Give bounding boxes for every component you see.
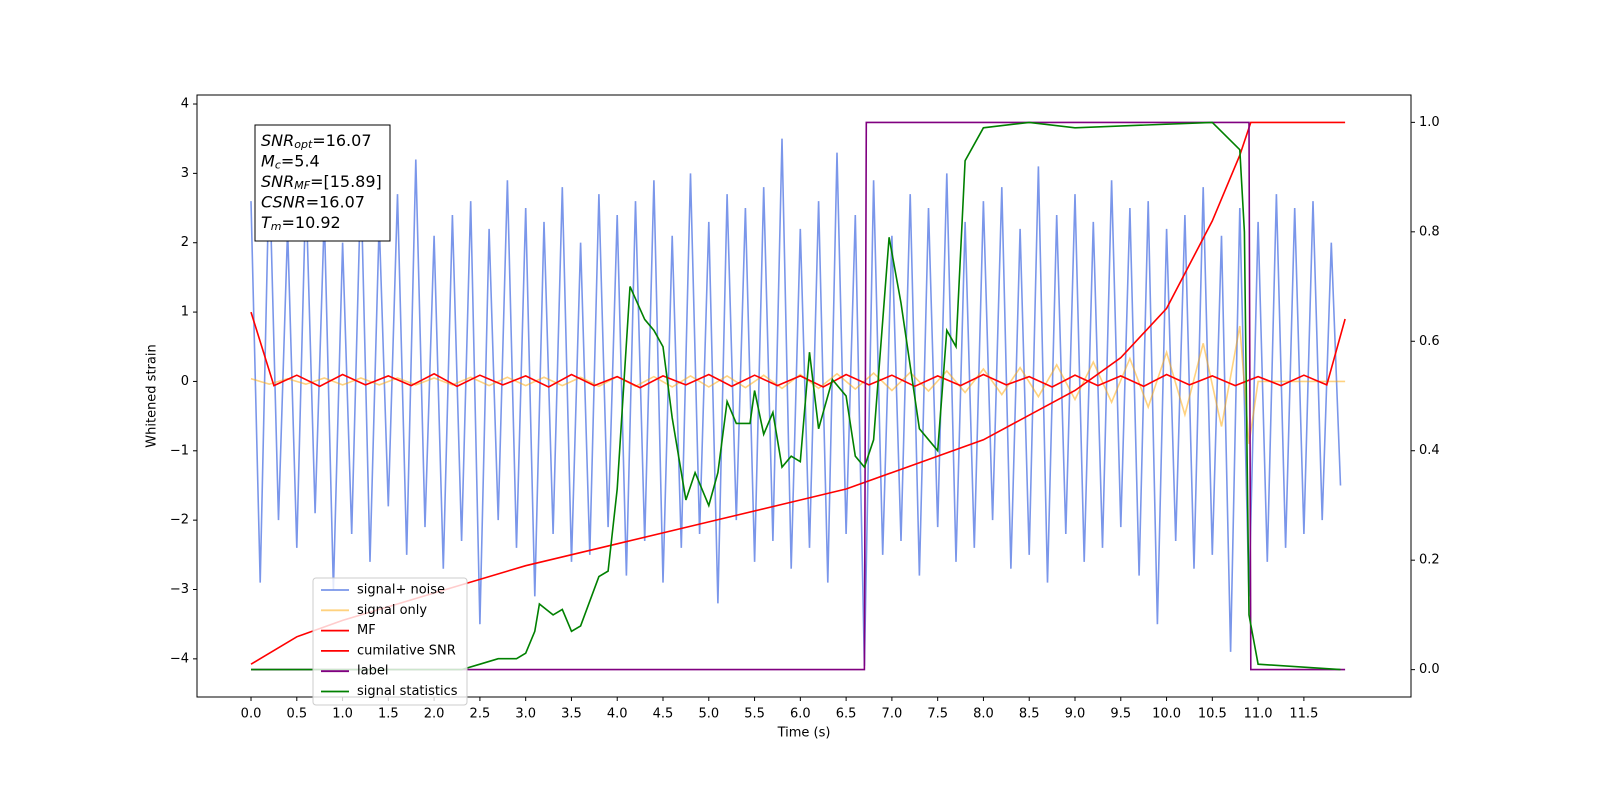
- annotation-box: [254, 124, 391, 242]
- legend-label: signal+ noise: [357, 583, 445, 598]
- x-tick-label: 8.5: [1019, 707, 1040, 722]
- y-tick-label: −2: [170, 513, 189, 528]
- y-tick-label: 1: [181, 305, 189, 320]
- annotation-line: SNRopt=16.07: [261, 131, 372, 152]
- plot-frame: [196, 94, 1412, 698]
- annotation-text: =5.4: [281, 151, 320, 170]
- x-tick-label: 5.0: [698, 707, 719, 722]
- x-tick-label: 8.0: [973, 707, 994, 722]
- y-axis-label: Whitened strain: [145, 344, 160, 447]
- series-line: [250, 325, 1346, 445]
- series-line: [251, 121, 1341, 671]
- x-tick-label: 11.0: [1244, 707, 1273, 722]
- series-line: [250, 311, 1346, 389]
- legend-label: label: [357, 664, 388, 679]
- annotation-text: =[15.89]: [310, 172, 382, 191]
- annotation-line: SNRMF=[15.89]: [261, 172, 382, 193]
- series-line: [251, 121, 1346, 671]
- annotation-name: SNR: [261, 131, 294, 150]
- annotation-sub: opt: [294, 138, 313, 151]
- y2-tick-label: 0.2: [1419, 553, 1440, 568]
- annotation-text: =10.92: [282, 213, 341, 232]
- y-tick-label: 4: [181, 97, 189, 112]
- x-tick-label: 2.0: [424, 707, 445, 722]
- x-tick-label: 4.5: [653, 707, 674, 722]
- y2-tick-label: 1.0: [1419, 115, 1440, 130]
- y-tick-label: 2: [181, 235, 189, 250]
- x-tick-label: 5.5: [744, 707, 765, 722]
- annotation-sub: MF: [294, 179, 310, 192]
- y2-tick-label: 0.6: [1419, 334, 1440, 349]
- legend-label: signal statistics: [357, 684, 458, 699]
- x-tick-label: 2.5: [470, 707, 491, 722]
- x-tick-label: 9.5: [1110, 707, 1131, 722]
- x-tick-label: 7.5: [927, 707, 948, 722]
- legend-box: [312, 577, 468, 706]
- legend-label: MF: [357, 623, 376, 638]
- x-tick-label: 1.0: [332, 707, 353, 722]
- x-tick-label: 0.0: [241, 707, 262, 722]
- annotation-sub: m: [271, 220, 282, 233]
- y2-tick-label: 0.8: [1419, 224, 1440, 239]
- legend-label: cumilative SNR: [357, 643, 456, 658]
- annotation-name: CSNR: [261, 192, 306, 211]
- annotation-sub: c: [275, 159, 281, 172]
- x-tick-label: 0.5: [286, 707, 307, 722]
- y-tick-label: −3: [170, 582, 189, 597]
- y-tick-label: −4: [170, 651, 189, 666]
- annotation-name: T: [261, 213, 272, 232]
- x-tick-label: 7.0: [882, 707, 903, 722]
- x-axis-label: Time (s): [777, 726, 831, 741]
- x-tick-label: 1.5: [378, 707, 399, 722]
- x-tick-label: 11.5: [1289, 707, 1318, 722]
- annotation-name: M: [261, 151, 275, 170]
- y-tick-label: 0: [181, 374, 189, 389]
- y2-tick-label: 0.4: [1419, 443, 1440, 458]
- x-tick-label: 4.0: [607, 707, 628, 722]
- annotation-line: Tm=10.92: [261, 213, 341, 234]
- x-tick-label: 10.5: [1198, 707, 1227, 722]
- x-tick-label: 3.5: [561, 707, 582, 722]
- x-tick-label: 9.0: [1065, 707, 1086, 722]
- annotation-text: =16.07: [312, 131, 371, 150]
- x-tick-label: 3.0: [515, 707, 536, 722]
- annotation-name: SNR: [261, 172, 294, 191]
- x-tick-label: 6.0: [790, 707, 811, 722]
- x-tick-label: 6.5: [836, 707, 857, 722]
- annotation-line: CSNR=16.07: [261, 192, 365, 211]
- y-tick-label: −1: [170, 443, 189, 458]
- series-line: [250, 138, 1342, 666]
- x-tick-label: 10.0: [1152, 707, 1181, 722]
- annotation-line: Mc=5.4: [261, 151, 320, 172]
- legend-label: signal only: [357, 603, 427, 618]
- y-tick-label: 3: [181, 166, 189, 181]
- annotation-text: =16.07: [306, 192, 365, 211]
- y2-tick-label: 0.0: [1419, 662, 1440, 677]
